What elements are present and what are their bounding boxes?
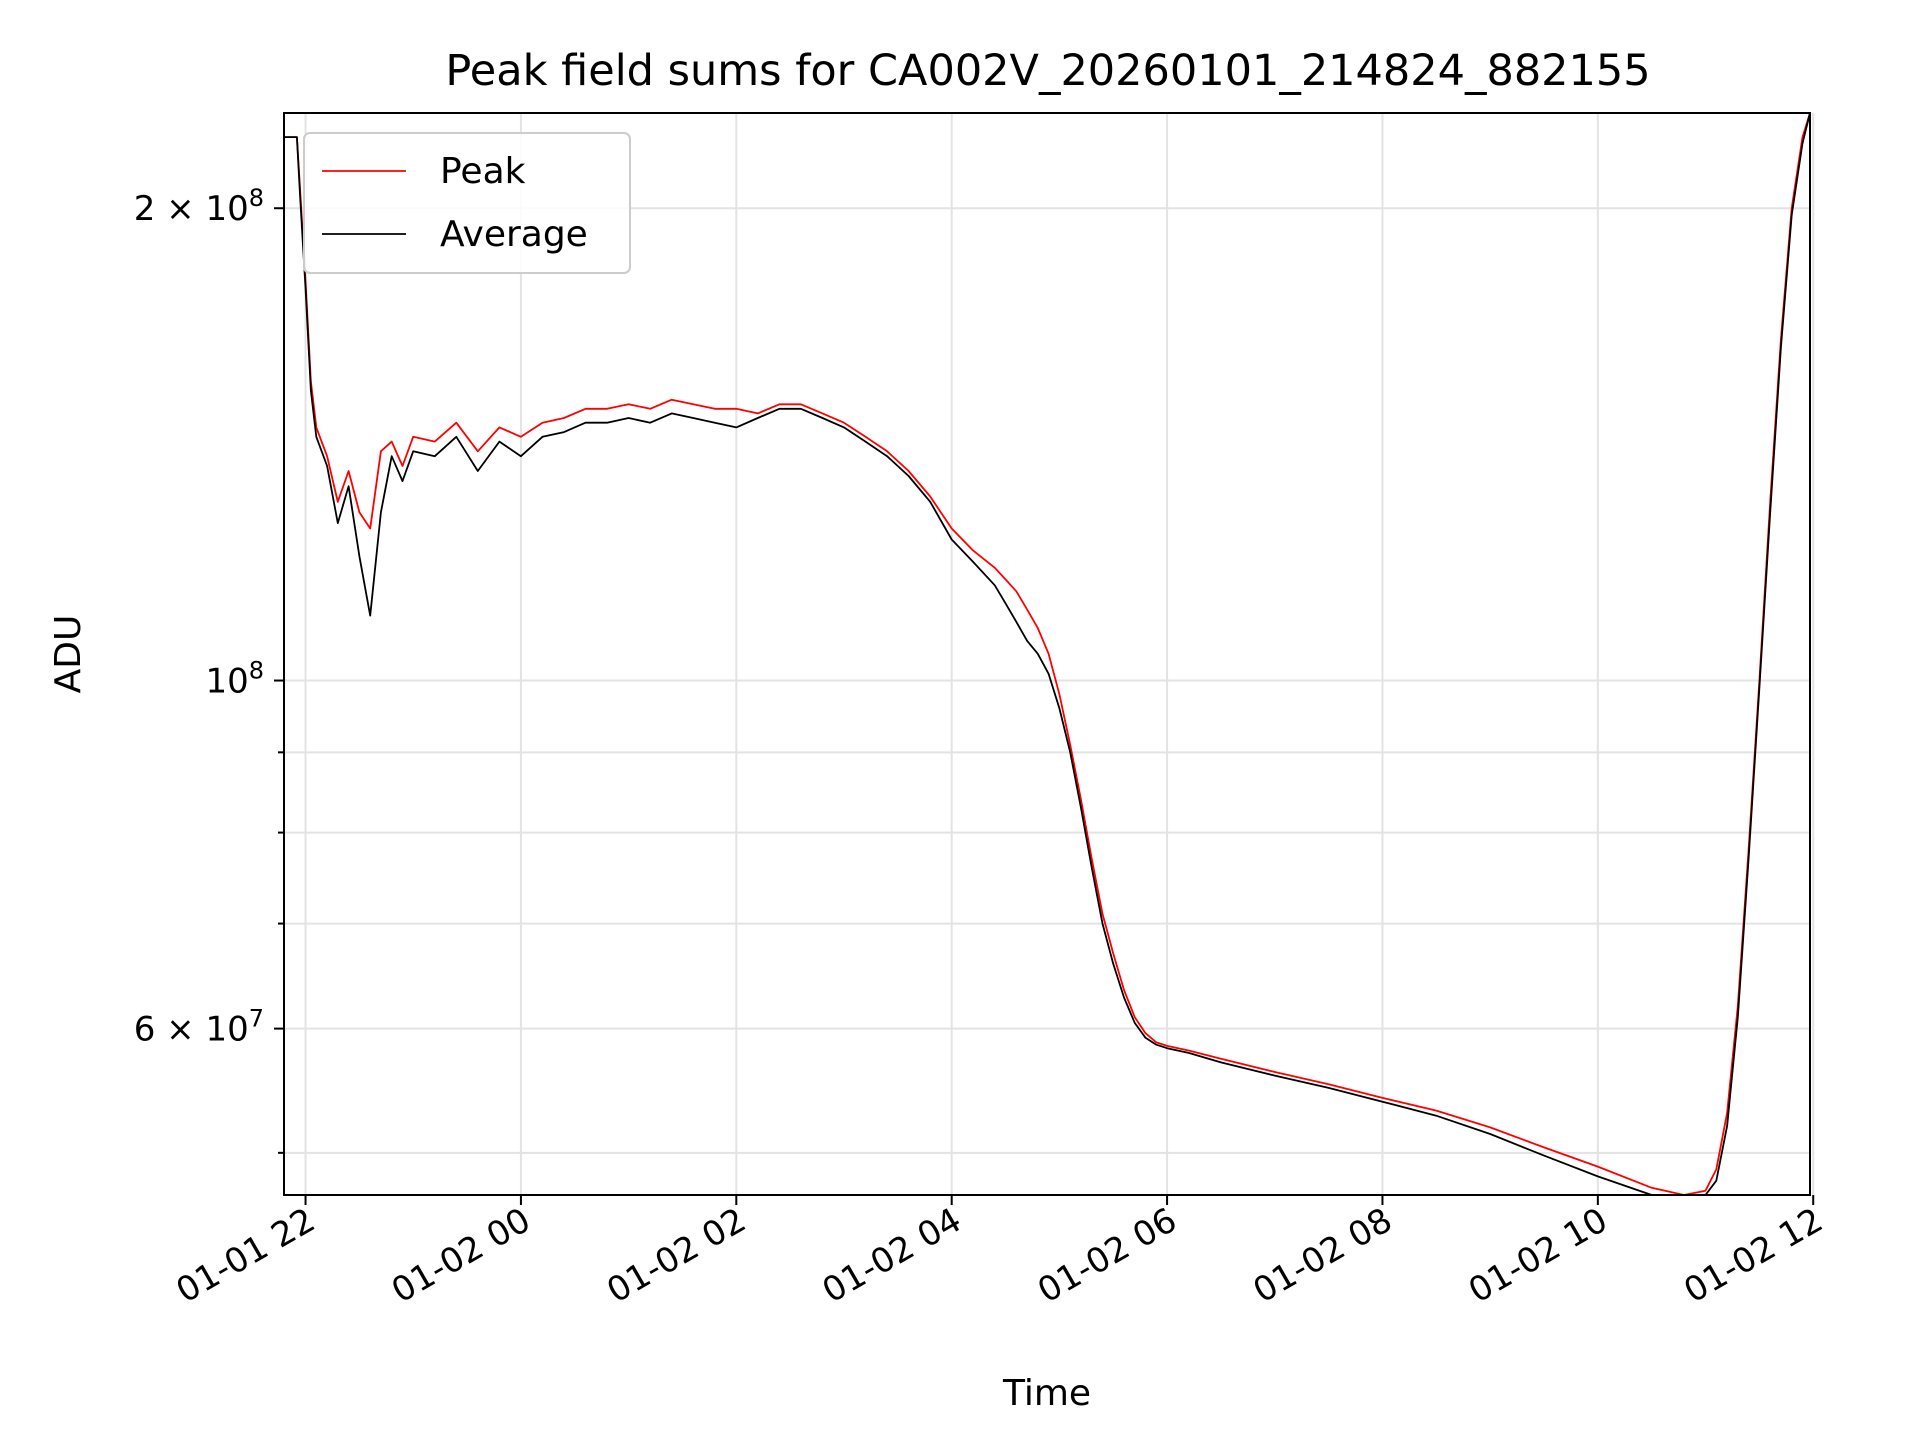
grid-lines [284,113,1815,1195]
series-line-peak [284,112,1811,1196]
y-tick-label: 2 × 108 [134,184,264,229]
legend-box [303,132,631,274]
legend-label-average: Average [440,214,588,255]
legend: Peak Average [303,132,631,274]
x-axis-label: Time [1002,1373,1091,1414]
plot-series [284,112,1811,1196]
plot-frame [283,112,1811,1196]
chart-title: Peak field sums for CA002V_20260101_2148… [445,46,1650,96]
series-line-average [284,112,1811,1196]
legend-label-peak: Peak [440,151,526,192]
y-axis-label: ADU [48,615,89,694]
y-tick-label: 108 [205,657,264,702]
y-tick-label: 6 × 107 [134,1005,264,1050]
